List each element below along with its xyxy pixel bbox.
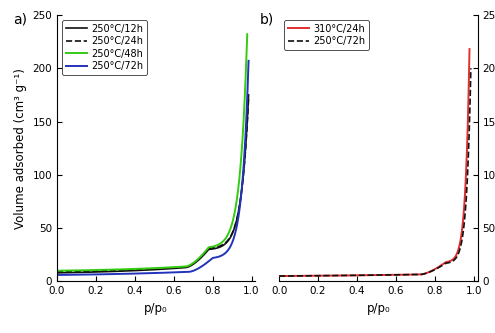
310°C/24h — [460, 217, 466, 221]
Line: 250°C/72h: 250°C/72h — [57, 61, 248, 275]
250°C/48h — [227, 228, 233, 232]
Y-axis label: Volume adsorbed (cm³ g⁻¹): Volume adsorbed (cm³ g⁻¹) — [14, 68, 27, 229]
250°C/48h — [194, 258, 199, 262]
250°C/12h — [228, 235, 234, 239]
250°C/72h — [55, 273, 61, 277]
250°C/24h — [55, 270, 61, 274]
250°C/12h — [54, 271, 60, 275]
250°C/24h — [198, 256, 203, 260]
310°C/24h — [429, 269, 435, 273]
310°C/24h — [434, 266, 440, 270]
250°C/48h — [54, 269, 60, 273]
250°C/24h — [246, 96, 251, 100]
250°C/72h — [246, 59, 251, 63]
X-axis label: p/p₀: p/p₀ — [367, 302, 390, 315]
310°C/24h — [466, 47, 472, 51]
250°C/48h — [198, 255, 203, 259]
310°C/24h — [429, 268, 435, 272]
250°C/24h — [235, 212, 241, 216]
250°C/72h — [461, 222, 467, 226]
250°C/12h — [55, 271, 61, 275]
250°C/48h — [55, 269, 61, 273]
Line: 250°C/24h: 250°C/24h — [57, 98, 248, 272]
250°C/12h — [194, 260, 199, 264]
250°C/48h — [244, 32, 250, 36]
250°C/72h — [197, 266, 202, 270]
Legend: 250°C/12h, 250°C/24h, 250°C/48h, 250°C/72h: 250°C/12h, 250°C/24h, 250°C/48h, 250°C/7… — [62, 20, 147, 75]
250°C/48h — [234, 197, 240, 201]
310°C/24h — [276, 274, 282, 278]
250°C/72h — [201, 263, 207, 267]
250°C/12h — [246, 93, 251, 97]
250°C/48h — [193, 259, 199, 263]
250°C/24h — [228, 234, 234, 238]
250°C/24h — [194, 259, 199, 263]
250°C/12h — [198, 256, 203, 260]
250°C/12h — [193, 260, 199, 264]
310°C/24h — [277, 274, 283, 278]
250°C/72h — [236, 211, 242, 215]
250°C/72h — [277, 274, 283, 278]
250°C/24h — [54, 270, 60, 274]
250°C/12h — [235, 212, 241, 216]
X-axis label: p/p₀: p/p₀ — [145, 302, 168, 315]
Line: 310°C/24h: 310°C/24h — [279, 49, 469, 276]
250°C/72h — [456, 248, 462, 252]
250°C/72h — [429, 269, 435, 273]
250°C/72h — [276, 274, 282, 278]
250°C/72h — [197, 265, 203, 269]
250°C/24h — [193, 260, 199, 264]
310°C/24h — [456, 246, 462, 250]
250°C/72h — [54, 273, 60, 277]
250°C/72h — [429, 269, 435, 273]
250°C/72h — [468, 66, 474, 70]
250°C/72h — [230, 240, 236, 244]
Legend: 310°C/24h, 250°C/72h: 310°C/24h, 250°C/72h — [284, 20, 369, 50]
Line: 250°C/12h: 250°C/12h — [57, 95, 248, 273]
Line: 250°C/48h: 250°C/48h — [57, 34, 247, 271]
Line: 250°C/72h: 250°C/72h — [279, 68, 471, 276]
Text: b): b) — [259, 12, 274, 26]
Text: a): a) — [13, 12, 27, 26]
250°C/72h — [434, 267, 440, 271]
